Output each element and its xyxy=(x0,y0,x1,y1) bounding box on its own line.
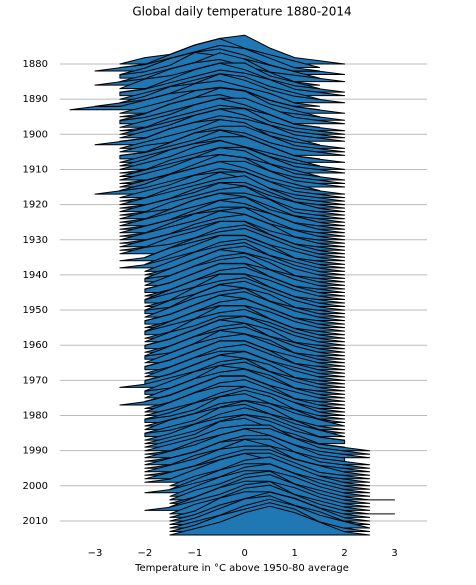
y-tick-label: 1940 xyxy=(23,270,48,281)
y-tick-label: 1950 xyxy=(23,305,48,316)
chart-title: Global daily temperature 1880-2014 xyxy=(132,5,351,19)
y-tick-label: 1900 xyxy=(23,129,48,140)
y-tick-label: 1910 xyxy=(23,164,48,175)
y-tick-label: 1890 xyxy=(23,94,48,105)
ridges xyxy=(69,34,395,536)
x-tick-label: 3 xyxy=(391,548,397,559)
y-tick-label: 1930 xyxy=(23,235,48,246)
x-tick-label: −2 xyxy=(138,548,153,559)
x-tick-label: 0 xyxy=(242,548,248,559)
y-tick-label: 1980 xyxy=(23,411,48,422)
y-tick-label: 2010 xyxy=(23,516,48,527)
y-tick-label: 1970 xyxy=(23,375,48,386)
y-tick-label: 1880 xyxy=(23,59,48,70)
y-tick-label: 1920 xyxy=(23,200,48,211)
ridge xyxy=(169,505,371,536)
x-axis-label: Temperature in °C above 1950-80 average xyxy=(134,563,349,574)
x-tick-label: −3 xyxy=(88,548,103,559)
x-tick-label: −1 xyxy=(187,548,202,559)
x-tick-label: 1 xyxy=(291,548,297,559)
x-tick-label: 2 xyxy=(341,548,347,559)
y-tick-label: 1990 xyxy=(23,446,48,457)
y-tick-label: 2000 xyxy=(23,481,48,492)
ticks: 1880 1890 1900 1910 1920 1930 1940 1950 1960 1970… xyxy=(23,59,398,559)
y-tick-label: 1960 xyxy=(23,340,48,351)
